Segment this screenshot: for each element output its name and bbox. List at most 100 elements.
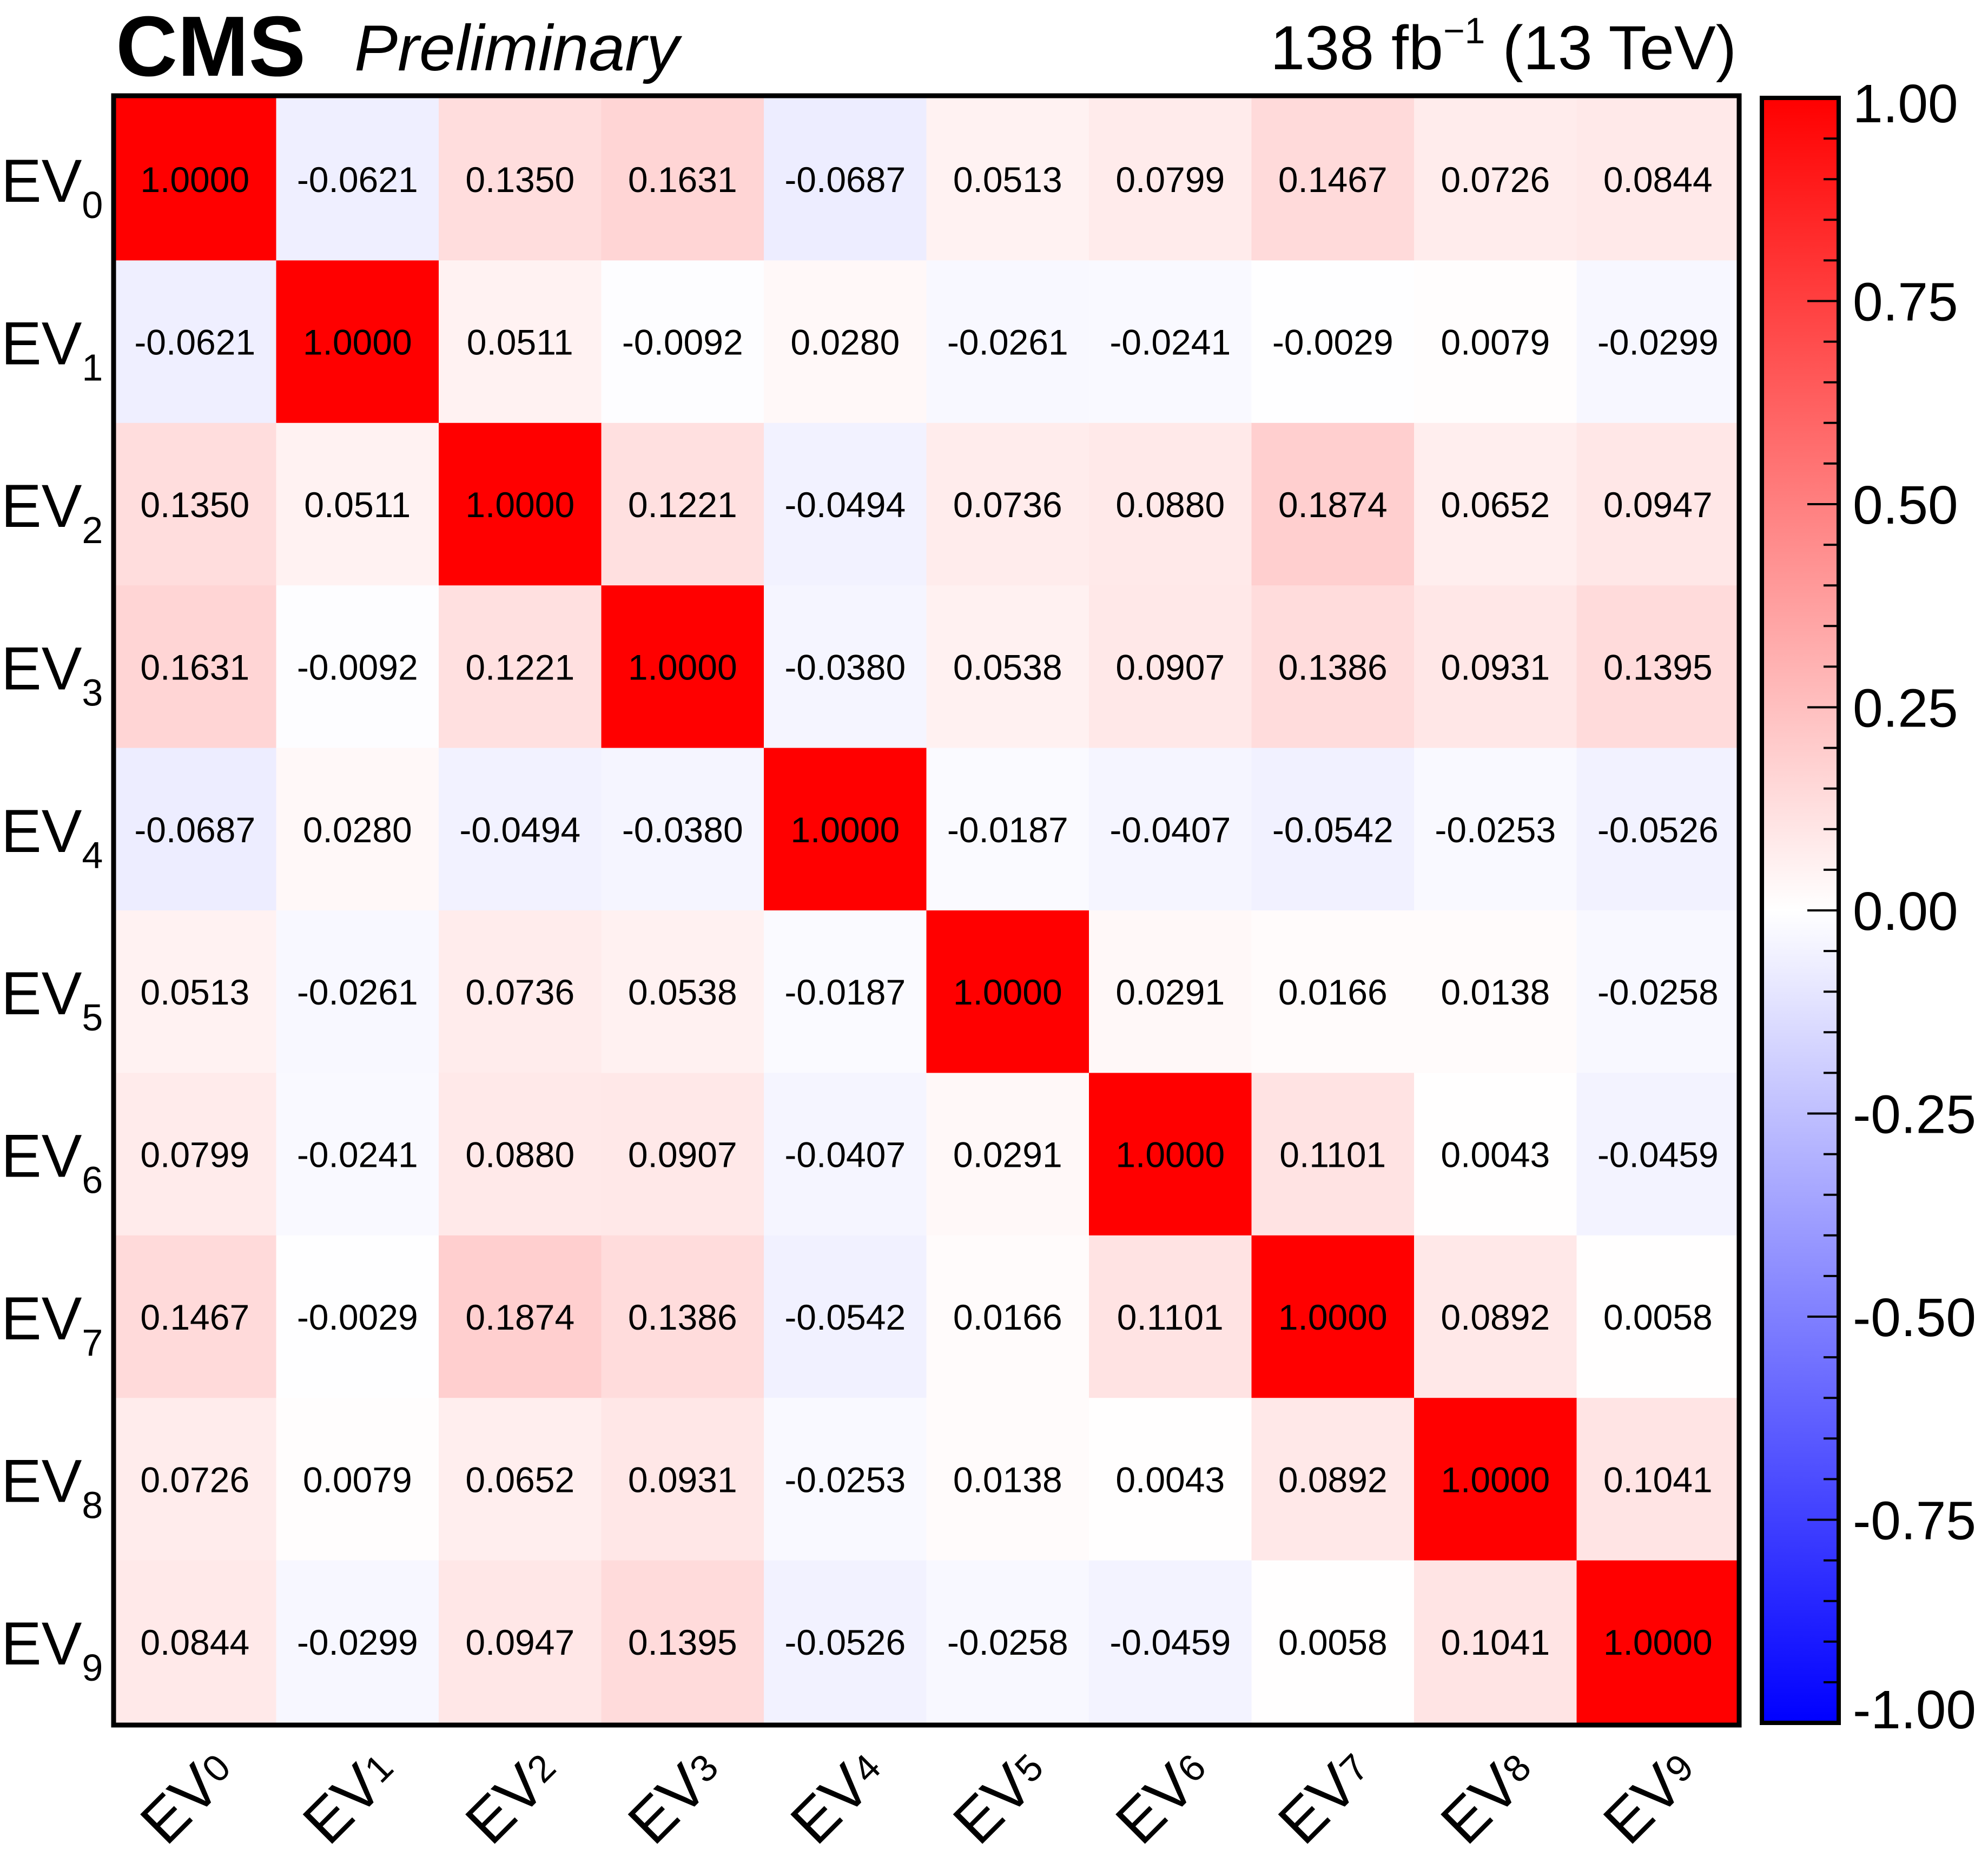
cell-value-label: 0.0799 <box>140 1135 249 1175</box>
x-axis-labels: EV0 EV1 EV2 EV3 EV4 EV5 EV6 EV7 EV8 EV9 <box>128 1737 1710 1850</box>
cell-value-label: 0.0892 <box>1278 1459 1388 1499</box>
cell-value-label: -0.0380 <box>622 810 743 850</box>
colorbar-ticks <box>1807 97 1839 1724</box>
cell-value-label: -0.0542 <box>784 1297 906 1337</box>
y-axis-label: EV9 <box>1 1610 103 1689</box>
heatmap-cell <box>114 585 277 749</box>
colorbar-tick-label: -0.75 <box>1853 1491 1976 1551</box>
heatmap-cell <box>1089 748 1252 911</box>
cell-value-label: 0.0138 <box>1441 972 1550 1012</box>
cell-value-label: -0.0459 <box>1109 1622 1231 1662</box>
x-axis-label: EV9 <box>1590 1737 1710 1850</box>
y-axis-label-index: 8 <box>82 1484 103 1526</box>
cell-value-label: 0.0511 <box>467 322 573 362</box>
y-axis-label-prefix: EV <box>1 472 82 540</box>
x-axis-label: EV4 <box>778 1737 898 1850</box>
heatmap-cell <box>276 910 439 1073</box>
heatmap-cell <box>1089 1560 1252 1723</box>
cell-value-label: 0.0931 <box>1441 647 1550 687</box>
cell-value-label: -0.0258 <box>947 1622 1068 1662</box>
heatmap-cell <box>439 1560 602 1723</box>
heatmap-cell <box>1251 585 1415 749</box>
cell-value-label: -0.0526 <box>784 1622 906 1662</box>
x-axis-label: EV0 <box>128 1746 239 1850</box>
cell-value-label: 0.0079 <box>303 1459 412 1499</box>
heatmap-cell <box>1251 1235 1415 1398</box>
heatmap-cell <box>276 260 439 424</box>
cell-value-label: 0.0736 <box>465 972 574 1012</box>
x-axis-label-text: EV7 <box>1265 1737 1385 1850</box>
cell-value-label: 0.1631 <box>140 647 249 687</box>
cell-value-label: -0.0299 <box>297 1622 418 1662</box>
heatmap-cell <box>1089 585 1252 749</box>
heatmap-cell <box>601 422 764 586</box>
heatmap-cell <box>1414 98 1577 261</box>
heatmap-cell <box>926 748 1089 911</box>
y-axis-label-index: 5 <box>82 996 103 1039</box>
heatmap-cell <box>1089 1073 1252 1236</box>
heatmap-cell <box>1576 1073 1740 1236</box>
heatmap-cell <box>1576 260 1740 424</box>
heatmap-cell <box>764 1398 927 1561</box>
cell-value-label: 0.1467 <box>1278 160 1388 200</box>
cell-value-label: 0.0652 <box>465 1459 574 1499</box>
heatmap-cell <box>926 422 1089 586</box>
cell-value-label: -0.0187 <box>947 810 1068 850</box>
cell-value-label: 0.0538 <box>628 972 737 1012</box>
cell-value-label: 1.0000 <box>1441 1459 1550 1499</box>
heatmap-cell <box>926 1398 1089 1561</box>
cell-value-label: -0.0029 <box>1272 322 1393 362</box>
x-axis-label: EV3 <box>615 1746 726 1850</box>
cell-value-label: 0.0844 <box>140 1622 249 1662</box>
cell-value-label: 1.0000 <box>1603 1622 1713 1662</box>
heatmap-cell <box>276 748 439 911</box>
heatmap-cell <box>1089 98 1252 261</box>
heatmap-cell <box>276 98 439 261</box>
cell-value-label: 0.1386 <box>628 1297 737 1337</box>
heatmap-cell <box>1414 748 1577 911</box>
heatmap-cell <box>1414 910 1577 1073</box>
x-axis-label-text: EV5 <box>940 1737 1060 1850</box>
x-axis-label-text: EV8 <box>1428 1737 1548 1850</box>
cell-value-label: 0.0513 <box>953 160 1062 200</box>
heatmap-cell <box>1251 910 1415 1073</box>
cell-value-label: 0.0058 <box>1603 1297 1713 1337</box>
x-axis-label-text: EV9 <box>1590 1737 1710 1850</box>
cell-value-label: 0.0907 <box>1115 647 1225 687</box>
cell-value-label: 0.0280 <box>790 322 900 362</box>
cell-value-label: 0.0726 <box>1441 160 1550 200</box>
y-axis-label: EV8 <box>1 1447 103 1526</box>
cell-value-label: 0.1041 <box>1603 1459 1713 1499</box>
heatmap-cell <box>1414 1073 1577 1236</box>
cell-value-label: -0.0241 <box>297 1135 418 1175</box>
heatmap-cell <box>1414 1235 1577 1398</box>
cell-value-label: 0.0799 <box>1115 160 1225 200</box>
heatmap-cell <box>114 260 277 424</box>
heatmap-cell <box>1251 748 1415 911</box>
lumi-exponent: −1 <box>1443 10 1485 51</box>
cell-value-label: 0.1101 <box>1279 1135 1386 1175</box>
heatmap-cell <box>276 1235 439 1398</box>
heatmap-cell <box>114 748 277 911</box>
colorbar-tick-label: -0.50 <box>1853 1287 1976 1348</box>
x-axis-label-text: EV4 <box>778 1737 898 1850</box>
y-axis-label-index: 0 <box>82 184 103 226</box>
heatmap-cell <box>764 422 927 586</box>
y-axis-label-prefix: EV <box>1 1122 82 1190</box>
cell-value-label: -0.0261 <box>947 322 1068 362</box>
heatmap-value-labels: 1.0000 -0.0621 0.1350 0.1631 -0.0687 0.0513 0.… <box>134 160 1718 1662</box>
heatmap-cell <box>764 585 927 749</box>
cell-value-label: -0.0526 <box>1597 810 1719 850</box>
cell-value-label: -0.0187 <box>784 972 906 1012</box>
cell-value-label: 0.0931 <box>628 1459 737 1499</box>
heatmap-cell <box>1089 1398 1252 1561</box>
y-axis-label-index: 7 <box>82 1322 103 1364</box>
heatmap-cell <box>601 1560 764 1723</box>
heatmap-cell <box>1251 422 1415 586</box>
cell-value-label: 0.1386 <box>1278 647 1388 687</box>
heatmap-cell <box>1251 98 1415 261</box>
y-axis-label-index: 3 <box>82 671 103 713</box>
y-axis-label-index: 4 <box>82 834 103 876</box>
cell-value-label: -0.0494 <box>784 485 906 525</box>
heatmap-cell <box>1576 1398 1740 1561</box>
